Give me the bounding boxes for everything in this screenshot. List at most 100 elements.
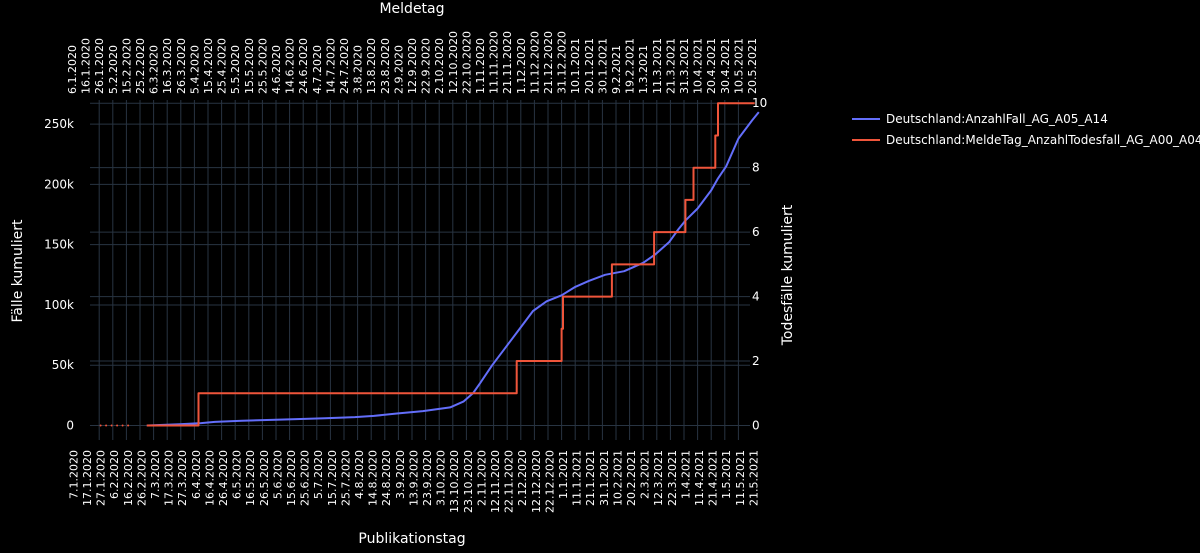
bottom-tick-label: 3.10.2020: [435, 450, 448, 506]
bottom-tick-label: 26.5.2020: [258, 450, 271, 506]
bottom-tick-label: 11.1.2021: [571, 450, 584, 506]
bottom-tick-label: 21.1.2021: [584, 450, 597, 506]
bottom-tick-label: 6.2.2020: [108, 450, 121, 499]
top-tick-label: 15.5.2020: [243, 38, 256, 94]
x-bottom-axis-title: Publikationstag: [358, 531, 465, 547]
top-tick-label: 24.7.2020: [338, 38, 351, 94]
top-tick-label: 21.3.2021: [664, 38, 677, 94]
bottom-tick-label: 2.3.2021: [639, 450, 652, 499]
series-1-early-point: [99, 424, 102, 427]
y-left-tick-label: 200k: [44, 177, 74, 191]
bottom-tick-label: 17.3.2020: [163, 450, 176, 506]
top-tick-label: 12.9.2020: [406, 38, 419, 94]
bottom-tick-label: 7.1.2020: [67, 450, 80, 499]
bottom-tick-label: 15.6.2020: [285, 450, 298, 506]
y-left-tick-label: 100k: [44, 298, 74, 312]
bottom-tick-label: 24.8.2020: [380, 450, 393, 506]
grid: [90, 100, 750, 440]
bottom-tick-label: 1.1.2021: [557, 450, 570, 499]
bottom-tick-label: 22.12.2020: [543, 450, 556, 513]
left-axis-ticks: 0 50k 100k 150k 200k 250k: [44, 117, 74, 432]
top-tick-label: 5.2.2020: [107, 45, 120, 94]
top-tick-label: 5.4.2020: [188, 45, 201, 94]
bottom-tick-label: 23.9.2020: [421, 450, 434, 506]
bottom-tick-label: 15.7.2020: [326, 450, 339, 506]
bottom-tick-label: 13.10.2020: [448, 450, 461, 513]
bottom-tick-label: 27.1.2020: [95, 450, 108, 506]
legend-label-cases[interactable]: Deutschland:AnzahlFall_AG_A05_A14: [886, 112, 1108, 126]
plot-area: [90, 100, 750, 440]
top-tick-label: 10.4.2021: [692, 38, 705, 94]
top-axis-ticks: 6.1.2020 16.1.2020 26.1.2020 5.2.2020 15.2.2…: [66, 31, 759, 94]
top-tick-label: 19.2.2021: [624, 38, 637, 94]
y-right-tick-label: 8: [752, 161, 760, 175]
y-right-axis-title: Todesfälle kumuliert: [780, 204, 796, 346]
top-tick-label: 25.2.2020: [134, 38, 147, 94]
top-tick-label: 21.11.2020: [501, 31, 514, 94]
top-tick-label: 2.10.2020: [433, 38, 446, 94]
bottom-tick-label: 5.7.2020: [312, 450, 325, 499]
series-layer: [99, 102, 760, 427]
top-tick-label: 9.2.2021: [610, 45, 623, 94]
series-1-early-point: [105, 424, 108, 427]
bottom-tick-label: 11.4.2021: [693, 450, 706, 506]
y-right-tick-label: 0: [752, 418, 760, 432]
bottom-tick-label: 2.11.2020: [475, 450, 488, 506]
y-left-tick-label: 250k: [44, 117, 74, 131]
bottom-tick-label: 16.4.2020: [203, 450, 216, 506]
top-tick-label: 10.1.2021: [569, 38, 582, 94]
right-axis-ticks: 0 2 4 6 8 10: [752, 96, 767, 432]
top-tick-label: 5.5.2020: [229, 45, 242, 94]
top-tick-label: 1.12.2020: [515, 38, 528, 94]
top-tick-label: 12.10.2020: [447, 31, 460, 94]
bottom-tick-label: 25.6.2020: [299, 450, 312, 506]
top-tick-label: 31.12.2020: [556, 31, 569, 94]
top-tick-label: 20.4.2021: [705, 38, 718, 94]
top-tick-label: 11.11.2020: [488, 31, 501, 94]
top-tick-label: 1.11.2020: [474, 38, 487, 94]
top-tick-label: 22.9.2020: [420, 38, 433, 94]
y-left-tick-label: 0: [66, 419, 74, 433]
legend-label-deaths[interactable]: Deutschland:MeldeTag_AnzahlTodesfall_AG_…: [886, 133, 1200, 147]
bottom-axis-ticks: 7.1.2020 17.1.2020 27.1.2020 6.2.2020 16.2.2…: [67, 450, 760, 513]
top-tick-label: 13.8.2020: [365, 38, 378, 94]
top-tick-label: 20.1.2021: [583, 38, 596, 94]
top-tick-label: 30.1.2021: [596, 38, 609, 94]
top-tick-label: 16.3.2020: [161, 38, 174, 94]
top-tick-label: 6.3.2020: [148, 45, 161, 94]
bottom-tick-label: 10.2.2021: [611, 450, 624, 506]
bottom-tick-label: 22.3.2021: [666, 450, 679, 506]
bottom-tick-label: 14.8.2020: [367, 450, 380, 506]
series-1-early-point: [121, 424, 124, 427]
series-1-early-point: [127, 424, 130, 427]
top-tick-label: 31.3.2021: [678, 38, 691, 94]
top-tick-label: 14.7.2020: [324, 38, 337, 94]
top-tick-label: 2.9.2020: [392, 45, 405, 94]
series-line-1: [146, 102, 755, 427]
bottom-tick-label: 12.3.2021: [652, 450, 665, 506]
y-left-tick-label: 50k: [52, 358, 74, 372]
bottom-tick-label: 23.10.2020: [462, 450, 475, 513]
bottom-tick-label: 1.4.2021: [679, 450, 692, 499]
top-tick-label: 11.12.2020: [528, 31, 541, 94]
top-tick-label: 25.4.2020: [216, 38, 229, 94]
top-tick-label: 22.10.2020: [460, 31, 473, 94]
bottom-tick-label: 1.5.2021: [720, 450, 733, 499]
bottom-tick-label: 22.11.2020: [503, 450, 516, 513]
bottom-tick-label: 6.4.2020: [190, 450, 203, 499]
y-left-tick-label: 150k: [44, 238, 74, 252]
bottom-tick-label: 20.2.2021: [625, 450, 638, 506]
top-tick-label: 1.3.2021: [637, 45, 650, 94]
bottom-tick-label: 21.5.2021: [747, 450, 760, 506]
series-1-early-point: [116, 424, 119, 427]
top-tick-label: 16.1.2020: [80, 38, 93, 94]
top-tick-label: 23.8.2020: [379, 38, 392, 94]
y-right-tick-label: 10: [752, 96, 767, 110]
x-top-axis-title: Meldetag: [379, 1, 444, 17]
bottom-tick-label: 12.11.2020: [489, 450, 502, 513]
top-tick-label: 26.1.2020: [93, 38, 106, 94]
y-right-tick-label: 6: [752, 225, 760, 239]
top-tick-label: 4.7.2020: [311, 45, 324, 94]
top-tick-label: 10.5.2021: [732, 38, 745, 94]
